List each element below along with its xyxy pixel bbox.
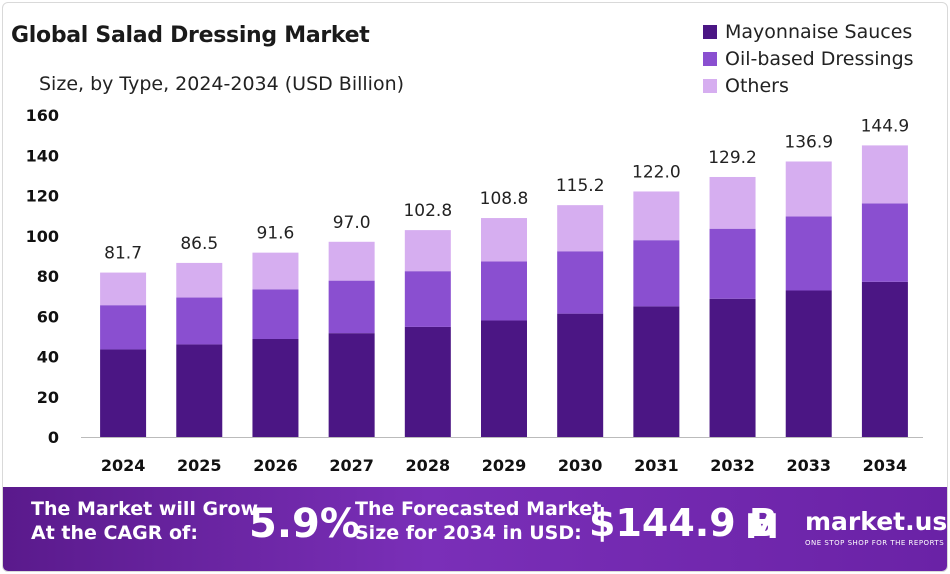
y-tick-label: 140 [26,146,59,165]
bar-total-label: 115.2 [556,176,605,196]
bar-segment-others [328,241,375,281]
chart-title: Global Salad Dressing Market [11,23,370,48]
bar-segment-oil-based-dressings [100,305,147,350]
bar-total-label: 129.2 [708,148,757,168]
bar-segment-others [252,252,299,290]
y-tick-label: 40 [37,348,59,367]
x-tick-label: 2034 [863,456,908,475]
brand-name: market.us [805,507,948,536]
y-tick-label: 100 [26,227,59,246]
legend-swatch-others [703,79,717,93]
y-tick-label: 60 [37,307,59,326]
bar-segment-mayonnaise-sauces [100,349,147,437]
bar-segment-mayonnaise-sauces [252,338,299,437]
summary-banner: The Market will Grow At the CAGR of: 5.9… [3,487,948,571]
x-tick-label: 2029 [482,456,527,475]
banner-forecast-line1: The Forecasted Market [355,498,602,520]
y-tick-label: 120 [26,187,59,206]
bar-segment-oil-based-dressings [861,203,908,282]
bar-segment-mayonnaise-sauces [481,320,527,437]
x-tick-label: 2025 [177,456,222,475]
legend-label-others: Others [725,75,789,97]
bar-segment-oil-based-dressings [404,271,451,327]
x-tick-label: 2031 [634,456,679,475]
banner-cagr-value: 5.9% [249,501,360,547]
chart-subtitle: Size, by Type, 2024-2034 (USD Billion) [39,73,405,95]
bar-segment-mayonnaise-sauces [861,281,908,437]
bar-total-label: 144.9 [861,116,910,136]
bar-segment-oil-based-dressings [557,251,604,314]
bar-segment-mayonnaise-sauces [633,306,680,437]
x-tick-label: 2024 [101,456,146,475]
bar-total-label: 122.0 [632,162,681,182]
brand-logo-icon: M [745,507,779,547]
legend-item-mayonnaise: Mayonnaise Sauces [703,19,914,45]
bar-segment-oil-based-dressings [328,280,375,334]
bar-segment-oil-based-dressings [252,289,299,339]
bar-total-label: 91.6 [257,224,295,244]
bar-segment-others [100,272,147,306]
bar-segment-mayonnaise-sauces [785,290,832,437]
bar-segment-others [709,176,756,229]
bar-segment-oil-based-dressings [709,228,756,299]
bar-segment-mayonnaise-sauces [328,333,375,437]
bar-segment-oil-based-dressings [633,240,680,307]
bar-segment-oil-based-dressings [176,297,223,345]
legend-swatch-oil-based [703,52,717,66]
legend: Mayonnaise Sauces Oil-based Dressings Ot… [703,19,914,100]
bar-segment-others [557,205,604,252]
bar-segment-others [176,262,223,298]
bar-segment-mayonnaise-sauces [557,313,604,437]
y-tick-label: 80 [37,267,59,286]
y-tick-label: 160 [26,106,59,125]
bar-segment-others [633,191,680,241]
legend-item-oil-based: Oil-based Dressings [703,46,914,72]
legend-label-oil-based: Oil-based Dressings [725,48,914,70]
y-tick-label: 20 [37,388,59,407]
banner-forecast-line2: Size for 2034 in USD: [355,522,582,544]
bar-segment-mayonnaise-sauces [176,344,223,437]
bar-segment-others [861,145,908,204]
y-tick-label: 0 [48,428,59,447]
x-tick-label: 2030 [558,456,603,475]
x-tick-label: 2032 [710,456,755,475]
brand-tagline: ONE STOP SHOP FOR THE REPORTS [805,539,945,547]
bar-total-label: 136.9 [784,132,833,152]
bar-total-label: 81.7 [104,244,142,264]
bar-segment-others [481,218,527,262]
bar-total-label: 97.0 [333,213,371,233]
bar-chart: 0 20 40 60 80 100 120 140 160 81.7 2024 86.5 2025 91.… [26,106,923,475]
bar-segment-others [785,161,832,217]
banner-forecast-value: $144.9 B [589,501,778,545]
bar-segment-oil-based-dressings [481,261,527,321]
x-tick-label: 2033 [786,456,831,475]
legend-item-others: Others [703,73,914,99]
legend-swatch-mayonnaise [703,25,717,39]
legend-label-mayonnaise: Mayonnaise Sauces [725,21,913,43]
bar-segment-mayonnaise-sauces [404,326,451,437]
bar-total-label: 108.8 [480,189,529,209]
banner-grow-line1: The Market will Grow [31,498,259,520]
x-tick-label: 2026 [253,456,298,475]
bar-segment-oil-based-dressings [785,216,832,291]
bar-total-label: 86.5 [180,234,218,254]
bar-segment-mayonnaise-sauces [709,298,756,437]
bar-total-label: 102.8 [403,201,452,221]
bar-segment-others [404,230,451,272]
x-tick-label: 2028 [406,456,451,475]
banner-grow-line2: At the CAGR of: [31,522,198,544]
x-tick-label: 2027 [329,456,374,475]
